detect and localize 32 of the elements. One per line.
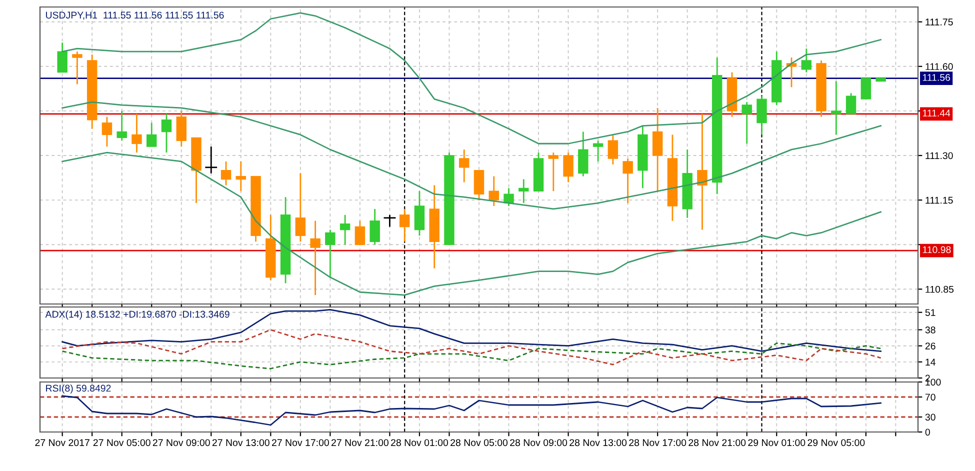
ref-line-label: 110.98 xyxy=(922,246,951,254)
x-tick-label: 28 Nov 09:00 xyxy=(510,439,568,446)
y-tick-label: 51 xyxy=(925,309,936,316)
y-tick-label: 0 xyxy=(925,428,930,436)
y-tick-label: 111.15 xyxy=(926,196,953,204)
x-tick-label: 28 Nov 17:00 xyxy=(629,439,686,446)
x-tick-label: 27 Nov 21:00 xyxy=(332,439,388,446)
x-tick-label: 28 Nov 01:00 xyxy=(391,439,448,446)
y-tick-label: 26 xyxy=(925,342,936,350)
ref-line-label: 111.44 xyxy=(922,110,950,116)
y-tick-label: 70 xyxy=(925,394,936,401)
chart-title: USDJPY,H1 111.55 111.56 111.55 111.56 xyxy=(46,12,224,20)
y-tick-label: 30 xyxy=(925,414,936,421)
ref-line-label: 111.56 xyxy=(922,74,950,81)
x-tick-label: 27 Nov 17:00 xyxy=(272,439,329,446)
x-tick-label: 27 Nov 2017 xyxy=(35,439,90,446)
x-tick-label: 28 Nov 05:00 xyxy=(450,439,508,446)
x-tick-label: 27 Nov 05:00 xyxy=(93,439,150,446)
x-tick-label: 27 Nov 13:00 xyxy=(212,439,270,446)
x-tick-label: 28 Nov 21:00 xyxy=(688,439,746,446)
y-tick-label: 14 xyxy=(926,358,936,366)
x-tick-label: 29 Nov 05:00 xyxy=(808,439,865,446)
chart-title: RSI(8) 59.8492 xyxy=(46,384,111,394)
y-tick-label: 110.85 xyxy=(926,286,954,293)
x-tick-label: 28 Nov 13:00 xyxy=(570,439,627,446)
x-tick-label: 27 Nov 09:00 xyxy=(152,439,210,446)
y-tick-label: 111.30 xyxy=(926,152,953,160)
y-tick-label: 38 xyxy=(925,326,936,334)
y-tick-label: 111.75 xyxy=(926,18,953,26)
y-tick-label: 111.60 xyxy=(926,63,953,70)
chart-title: ADX(14) 18.5132 +DI:19.6870 -DI:13.3469 xyxy=(45,310,230,320)
x-tick-label: 29 Nov 01:00 xyxy=(748,439,806,446)
